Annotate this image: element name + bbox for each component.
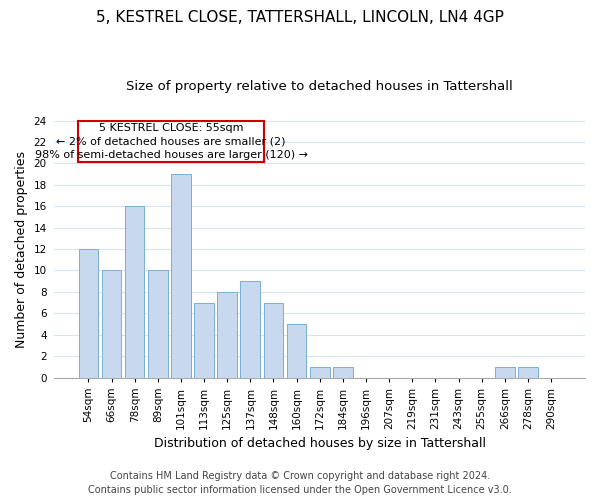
Bar bbox=[495, 367, 515, 378]
Bar bbox=[194, 302, 214, 378]
Text: ← 2% of detached houses are smaller (2): ← 2% of detached houses are smaller (2) bbox=[56, 136, 286, 146]
Text: 5 KESTREL CLOSE: 55sqm: 5 KESTREL CLOSE: 55sqm bbox=[99, 123, 244, 133]
Bar bbox=[78, 120, 264, 162]
Bar bbox=[171, 174, 191, 378]
Text: 98% of semi-detached houses are larger (120) →: 98% of semi-detached houses are larger (… bbox=[35, 150, 308, 160]
Bar bbox=[217, 292, 237, 378]
Bar bbox=[241, 281, 260, 378]
Bar bbox=[148, 270, 167, 378]
Bar bbox=[125, 206, 145, 378]
Bar bbox=[518, 367, 538, 378]
Text: Contains HM Land Registry data © Crown copyright and database right 2024.
Contai: Contains HM Land Registry data © Crown c… bbox=[88, 471, 512, 495]
Bar bbox=[101, 270, 121, 378]
Bar bbox=[79, 249, 98, 378]
Text: 5, KESTREL CLOSE, TATTERSHALL, LINCOLN, LN4 4GP: 5, KESTREL CLOSE, TATTERSHALL, LINCOLN, … bbox=[96, 10, 504, 25]
X-axis label: Distribution of detached houses by size in Tattershall: Distribution of detached houses by size … bbox=[154, 437, 486, 450]
Bar bbox=[333, 367, 353, 378]
Bar bbox=[310, 367, 329, 378]
Bar bbox=[263, 302, 283, 378]
Title: Size of property relative to detached houses in Tattershall: Size of property relative to detached ho… bbox=[127, 80, 513, 93]
Y-axis label: Number of detached properties: Number of detached properties bbox=[15, 150, 28, 348]
Bar bbox=[287, 324, 307, 378]
